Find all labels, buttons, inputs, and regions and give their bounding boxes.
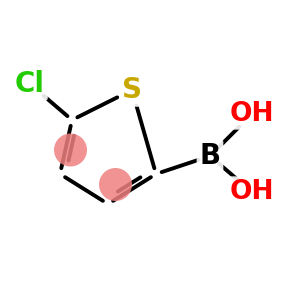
Text: B: B (200, 142, 220, 170)
Text: S: S (122, 76, 142, 104)
Text: OH: OH (230, 101, 274, 127)
Text: OH: OH (230, 179, 274, 205)
Circle shape (54, 134, 87, 166)
Circle shape (99, 168, 132, 201)
Text: Cl: Cl (15, 70, 45, 98)
